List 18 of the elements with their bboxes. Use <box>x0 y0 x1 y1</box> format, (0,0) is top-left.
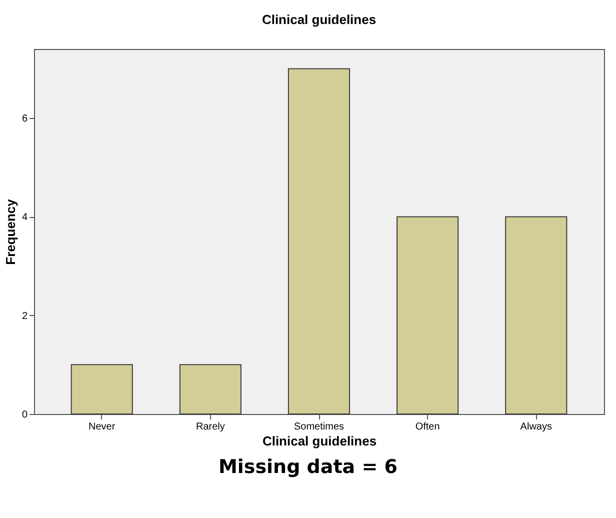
y-tick-label: 6 <box>22 114 28 125</box>
bar <box>288 68 350 414</box>
bar <box>70 364 133 414</box>
x-tick-label: Often <box>415 422 440 432</box>
y-tick-label: 2 <box>22 310 28 322</box>
x-axis-title: Clinical guidelines <box>262 434 377 448</box>
bar <box>179 364 242 414</box>
x-tick-label: Sometimes <box>294 422 344 432</box>
y-axis-title: Frequency <box>2 198 18 265</box>
x-tick-label: Always <box>520 422 552 432</box>
text: Missing data = 6 <box>218 456 398 478</box>
bar <box>396 216 459 414</box>
chart-title: Clinical guidelines <box>262 12 376 27</box>
x-tick-label: Rarely <box>196 422 225 432</box>
y-tick-label: 4 <box>22 212 28 224</box>
bar <box>505 216 568 414</box>
x-tick-label: Never <box>88 422 116 432</box>
y-tick-label: 0 <box>22 410 28 420</box>
